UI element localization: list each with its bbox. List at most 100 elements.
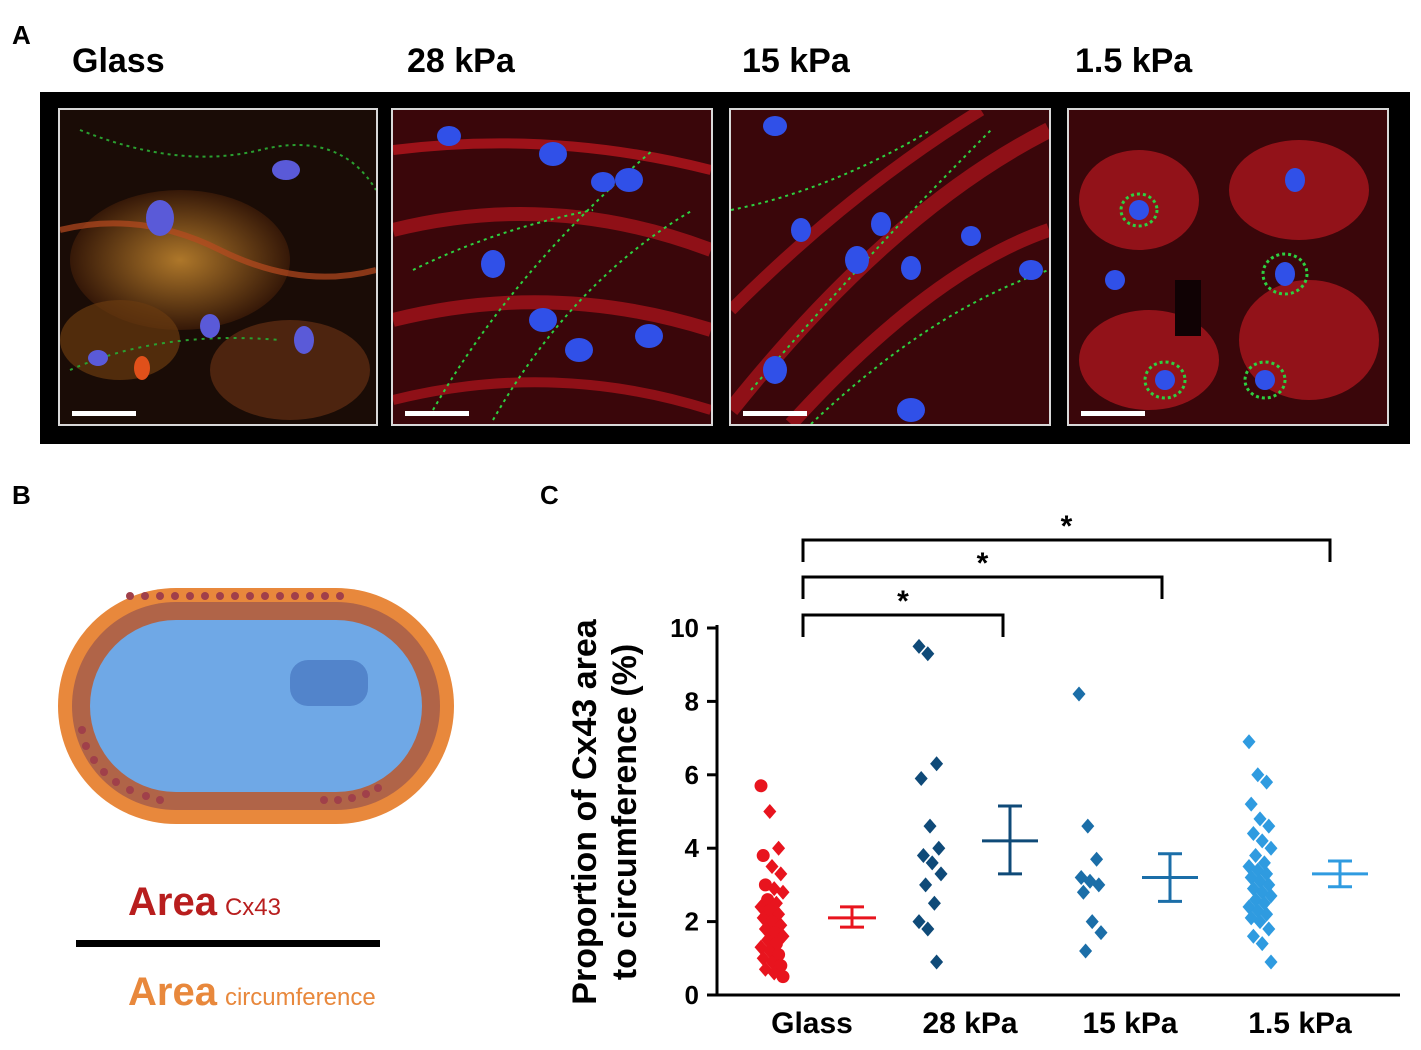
cell-nucleus [290, 660, 368, 706]
data-point [1090, 851, 1104, 867]
y-tick-label: 8 [685, 686, 699, 716]
data-point [1076, 884, 1090, 900]
y-axis-label-line: to circumference (%) [606, 644, 644, 980]
cx43-plaque-dot [112, 778, 120, 786]
data-point [921, 646, 935, 662]
data-point [756, 849, 770, 863]
cx43-plaque-dot [78, 726, 86, 734]
cx43-plaque-dot [216, 592, 224, 600]
micrograph-glass-image [60, 110, 376, 424]
micrograph-28kpa-image [393, 110, 711, 424]
data-point [1242, 734, 1256, 750]
cx43-plaque-dot [246, 592, 254, 600]
data-point [1262, 921, 1276, 937]
data-point [1246, 826, 1260, 842]
panel-label-b: B [12, 480, 31, 510]
cx43-plaque-dot [142, 792, 150, 800]
cx43-plaque-dot [100, 768, 108, 776]
micrograph-glass [58, 108, 378, 426]
data-point [758, 961, 772, 977]
data-point [912, 638, 926, 654]
x-tick-label: Glass [771, 1007, 853, 1040]
data-point [754, 779, 768, 793]
y-tick-label: 10 [670, 613, 699, 643]
micrograph-15kpa-image [731, 110, 1049, 424]
data-point [916, 848, 930, 864]
cx43-plaque-dot [276, 592, 284, 600]
data-point [1085, 914, 1099, 930]
chart-axes: 0 2 4 6 8 10 Glass 28 kPa 15 kPa 1.5 kPa Proportio… [566, 613, 1400, 1040]
data-point [756, 910, 770, 926]
cx43-plaque-dot [306, 592, 314, 600]
cx43-plaque-dot [336, 592, 344, 600]
data-point [930, 954, 944, 970]
data-point [774, 917, 788, 933]
micrograph-1-5kpa [1067, 108, 1389, 426]
data-point [767, 881, 781, 897]
cx43-plaque-dot [82, 742, 90, 750]
data-point [1253, 811, 1267, 827]
micrograph-title-15kpa: 15 kPa [742, 42, 850, 80]
y-tick-label: 4 [685, 833, 700, 863]
cx43-plaque-dot [126, 786, 134, 794]
data-point [934, 866, 948, 882]
cx43-scatter-chart: 0 2 4 6 8 10 Glass 28 kPa 15 kPa 1.5 kPa Proportio… [566, 510, 1400, 1040]
cx43-plaque-dot [171, 592, 179, 600]
cx43-plaque-dot [201, 592, 209, 600]
cx43-plaque-dot [231, 592, 239, 600]
significance-brackets: * * * [801, 510, 1332, 637]
data-point [1072, 686, 1086, 702]
data-point [930, 756, 944, 772]
significance-bracket [801, 575, 1164, 599]
scale-bar [72, 411, 136, 416]
data-point [763, 804, 777, 819]
data-point [772, 906, 786, 922]
cx43-plaque-dot [374, 784, 382, 792]
data-point [1264, 840, 1278, 856]
cx43-plaque-dot [156, 592, 164, 600]
data-point [772, 948, 786, 962]
data-point [1255, 833, 1269, 849]
data-point [776, 970, 790, 984]
data-point [1251, 767, 1265, 783]
numerator-text: Area [128, 880, 217, 924]
cx43-plaque-dot [156, 796, 164, 804]
data-point [1262, 818, 1276, 834]
micrograph-title-glass: Glass [72, 42, 165, 80]
data-point [1081, 818, 1095, 834]
micrograph-title-28kpa: 28 kPa [407, 42, 515, 80]
scale-bar [743, 411, 807, 416]
cx43-plaque-dot [291, 592, 299, 600]
x-tick-label: 15 kPa [1082, 1007, 1177, 1040]
denominator-text: Area [128, 970, 217, 1014]
data-point [756, 950, 770, 966]
data-point [919, 877, 933, 893]
cx43-plaque-dot [186, 592, 194, 600]
cx43-plaques [78, 592, 382, 804]
cell-diagram [58, 588, 454, 824]
y-tick-label: 2 [685, 907, 699, 937]
data-point [914, 770, 928, 786]
cx43-plaque-dot [261, 592, 269, 600]
data-point [774, 866, 788, 882]
y-axis-label: Proportion of Cx43 areato circumference … [566, 618, 644, 1005]
data-point [772, 840, 786, 856]
data-point [754, 899, 768, 915]
data-point [774, 959, 788, 973]
data-point [1242, 899, 1256, 915]
cx43-plaque-dot [126, 592, 134, 600]
formula-denominator: Area circumference [128, 970, 376, 1015]
x-tick-label: 1.5 kPa [1248, 1007, 1352, 1040]
data-point [923, 818, 937, 834]
data-point [1260, 774, 1274, 790]
data-point [769, 937, 783, 951]
cell-cytoplasm [90, 620, 422, 792]
data-point [1264, 888, 1278, 904]
cx43-plaque-dot [321, 592, 329, 600]
cx43-plaque-dot [362, 790, 370, 798]
significance-star: * [897, 585, 909, 618]
data-point [921, 921, 935, 937]
chart-marks [754, 638, 1368, 984]
significance-bracket [801, 613, 1005, 637]
denominator-subscript: circumference [224, 984, 376, 1011]
